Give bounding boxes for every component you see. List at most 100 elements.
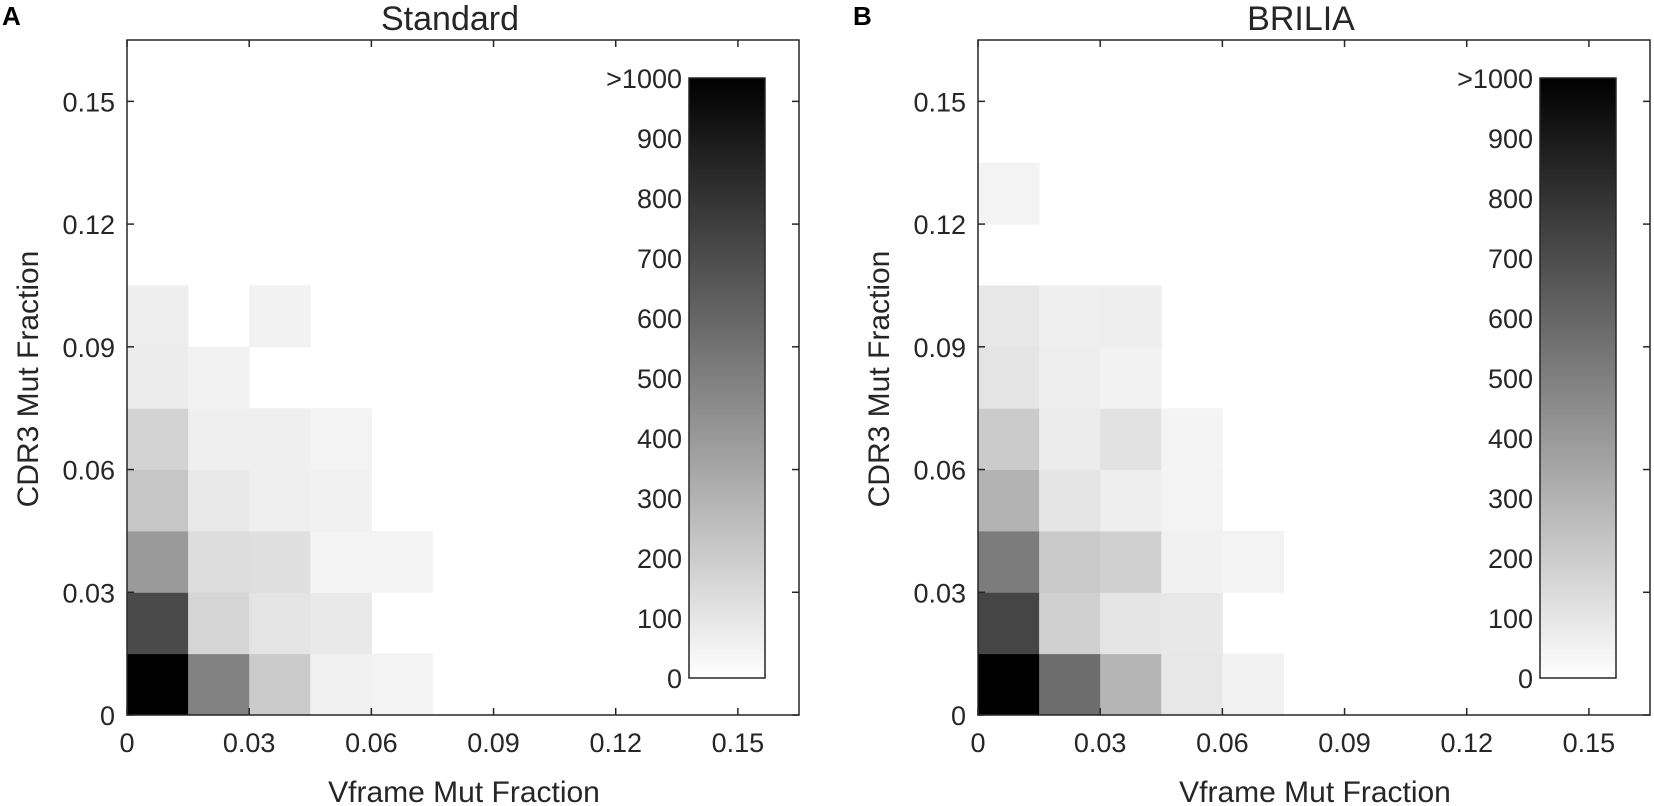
heatmap-cell [1039, 285, 1101, 348]
plot-area [126, 39, 800, 716]
heatmap-cell [1161, 592, 1223, 655]
heatmap-cell [371, 530, 433, 593]
y-tick-label: 0.12 [62, 210, 115, 240]
chart-title: Standard [381, 0, 519, 38]
heatmap-cells [127, 285, 433, 716]
heatmap-cell [978, 592, 1040, 655]
colorbar-label: 300 [1488, 484, 1533, 514]
colorbar-label: 800 [1488, 184, 1533, 214]
heatmap-cells [978, 162, 1284, 716]
x-tick-label: 0.12 [1440, 728, 1493, 758]
colorbar-label: 100 [637, 604, 682, 634]
colorbar-label: 0 [667, 664, 682, 694]
colorbar-label: 800 [637, 184, 682, 214]
heatmap-cell [188, 346, 250, 409]
y-tick-label: 0.06 [62, 456, 115, 486]
y-tick-label: 0.15 [913, 87, 966, 117]
x-tick-label: 0.03 [1074, 728, 1127, 758]
heatmap-cell [127, 469, 189, 532]
heatmap-cell [1100, 346, 1162, 409]
colorbar-label: 0 [1518, 664, 1533, 694]
x-tick-label: 0.15 [1563, 728, 1616, 758]
y-tick-label: 0.09 [62, 333, 115, 363]
heatmap-cell [127, 285, 189, 348]
colorbar-label: 400 [1488, 424, 1533, 454]
heatmap-cell [1039, 469, 1101, 532]
heatmap-cell [310, 653, 372, 716]
heatmap-cell [188, 653, 250, 716]
y-tick-label: 0.06 [913, 456, 966, 486]
heatmap-cell [310, 530, 372, 593]
panel-letter: A [2, 1, 21, 31]
x-tick-label: 0.09 [467, 728, 520, 758]
heatmap-cell [1100, 592, 1162, 655]
y-tick-label: 0.09 [913, 333, 966, 363]
x-tick-label: 0.09 [1318, 728, 1371, 758]
heatmap-cell [127, 346, 189, 409]
heatmap-cell [249, 285, 311, 348]
heatmap-cell [978, 346, 1040, 409]
x-axis-label: Vframe Mut Fraction [1179, 776, 1451, 806]
y-tick-label: 0.15 [62, 87, 115, 117]
heatmap-cell [1161, 530, 1223, 593]
x-axis-label: Vframe Mut Fraction [328, 776, 600, 806]
x-tick-label: 0.06 [345, 728, 398, 758]
heatmap-cell [978, 469, 1040, 532]
colorbar: >1000 900 800 700 600 500 400 300 200 100 0 [1457, 64, 1617, 694]
heatmap-cell [1222, 653, 1284, 716]
heatmap-cell [249, 592, 311, 655]
heatmap-cell [1100, 530, 1162, 593]
heatmap-cell [310, 592, 372, 655]
y-axis-label: CDR3 Mut Fraction [863, 251, 896, 508]
heatmap-cell [127, 530, 189, 593]
heatmap-cell [978, 530, 1040, 593]
y-tick-label: 0 [100, 701, 115, 731]
heatmap-cell [1100, 408, 1162, 471]
x-tick-label: 0.06 [1196, 728, 1249, 758]
heatmap-cell [978, 162, 1040, 225]
colorbar-label: 900 [637, 124, 682, 154]
heatmap-cell [127, 592, 189, 655]
colorbar: >1000 900 800 700 600 500 400 300 200 100 0 [606, 64, 766, 694]
colorbar-label: >1000 [606, 64, 682, 94]
heatmap-cell [1100, 285, 1162, 348]
colorbar-label: 600 [637, 304, 682, 334]
colorbar-label: 500 [637, 364, 682, 394]
panel-standard: A Standard Vframe Mut Fraction CDR3 Mut … [2, 0, 800, 806]
heatmap-cell [371, 653, 433, 716]
heatmap-cell [249, 469, 311, 532]
y-tick-label: 0.03 [913, 578, 966, 608]
x-tick-label: 0.15 [712, 728, 765, 758]
heatmap-cell [1161, 408, 1223, 471]
heatmap-cell [1039, 592, 1101, 655]
axis-ticks: 0 0.03 0.06 0.09 0.12 0.15 0 0.03 0.06 0.09 0.12 0.… [913, 40, 1650, 758]
heatmap-cell [249, 653, 311, 716]
heatmap-cell [1161, 653, 1223, 716]
chart-title: BRILIA [1247, 0, 1355, 38]
heatmap-cell [127, 653, 189, 716]
heatmap-cell [1100, 469, 1162, 532]
heatmap-cell [1161, 469, 1223, 532]
x-tick-label: 0 [119, 728, 134, 758]
y-tick-label: 0.03 [62, 578, 115, 608]
y-axis-label: CDR3 Mut Fraction [12, 251, 45, 508]
heatmap-cell [1100, 653, 1162, 716]
x-tick-label: 0 [970, 728, 985, 758]
colorbar-label: 300 [637, 484, 682, 514]
heatmap-cell [188, 592, 250, 655]
heatmap-cell [310, 408, 372, 471]
heatmap-cell [188, 530, 250, 593]
colorbar-gradient [1539, 77, 1617, 679]
heatmap-cell [249, 408, 311, 471]
colorbar-label: 700 [1488, 244, 1533, 274]
heatmap-cell [310, 469, 372, 532]
colorbar-gradient [688, 77, 766, 679]
plot-area [977, 39, 1651, 716]
heatmap-cell [978, 653, 1040, 716]
heatmap-cell [249, 530, 311, 593]
heatmap-cell [1222, 530, 1284, 593]
y-tick-label: 0.12 [913, 210, 966, 240]
colorbar-label: 400 [637, 424, 682, 454]
heatmap-cell [1039, 653, 1101, 716]
